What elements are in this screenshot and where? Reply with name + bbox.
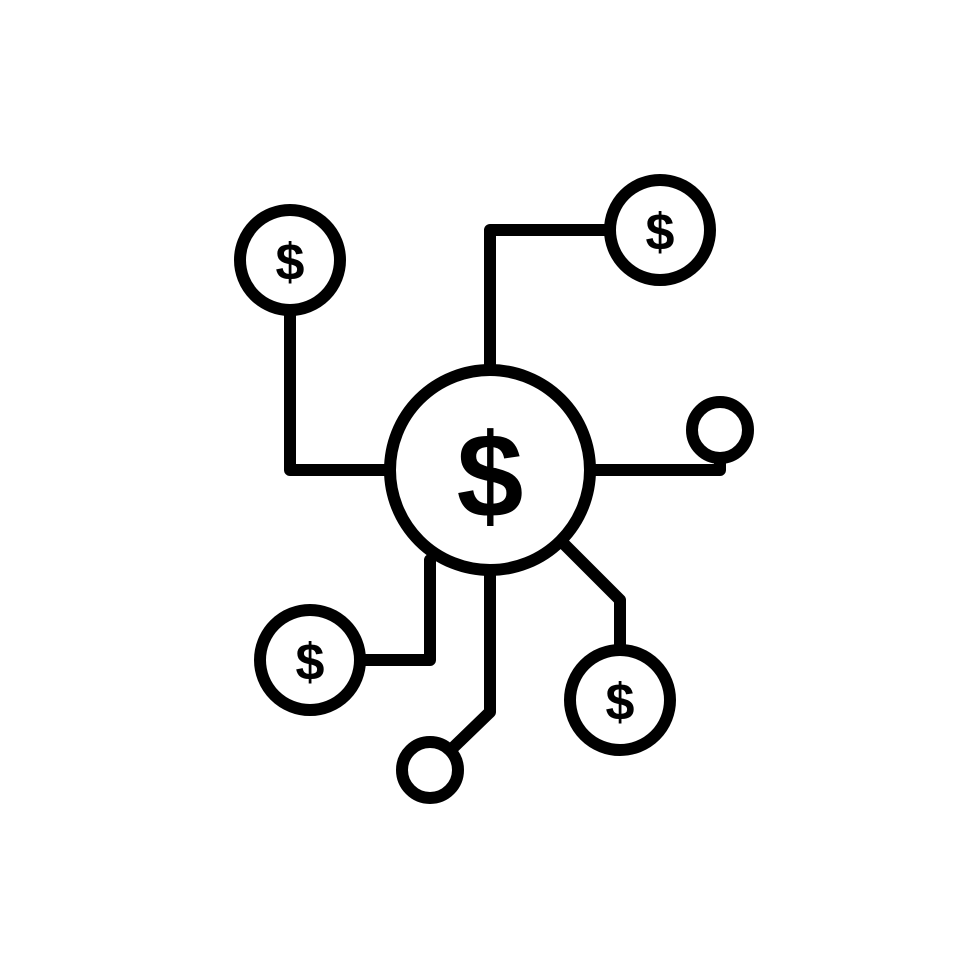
node-dot-bottom-dot (402, 742, 458, 798)
money-network-diagram: $ $ $ $ $ (0, 0, 980, 980)
connector-to-bottom-right (560, 540, 620, 650)
dollar-sign-icon: $ (646, 204, 675, 262)
connector-to-top-right (490, 230, 610, 370)
node-dot-right-dot (692, 402, 748, 458)
connector-to-bottom-left (360, 560, 430, 660)
connector-to-right-dot (590, 458, 720, 470)
dollar-sign-icon: $ (296, 634, 325, 692)
dollar-sign-icon: $ (457, 409, 524, 543)
dollar-sign-icon: $ (276, 234, 305, 292)
connector-to-top-left (290, 310, 390, 470)
dollar-sign-icon: $ (606, 674, 635, 732)
